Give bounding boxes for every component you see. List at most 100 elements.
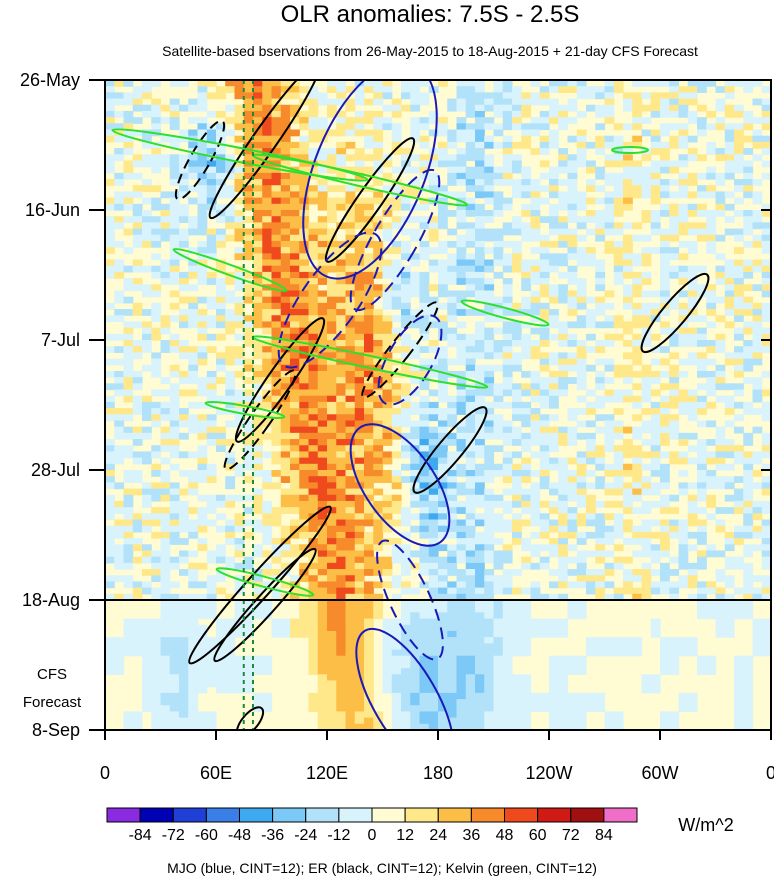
heat-cell [151,166,162,174]
heat-cell [401,284,411,292]
heat-cell [234,600,245,607]
heat-cell [271,451,282,459]
heat-cell [595,569,606,576]
heat-cell [206,240,217,248]
heat-cell [188,154,199,162]
heat-cell [734,488,744,496]
heat-cell [706,600,717,607]
heat-cell [724,562,735,570]
heat-cell [327,228,337,236]
heat-cell [697,210,707,217]
heat-cell [539,240,550,248]
heat-cell [761,649,771,657]
heat-cell [539,253,550,261]
heat-cell [234,210,245,217]
heat-cell [521,637,532,644]
heat-cell [595,234,606,242]
heat-cell [743,123,754,131]
heat-cell [373,160,384,168]
heat-cell [567,581,578,589]
heat-cell [197,278,208,285]
heat-cell [613,643,624,651]
heat-cell [493,129,504,137]
heat-cell [761,630,771,638]
heat-cell [521,340,532,347]
heat-cell [253,352,263,360]
heat-cell [179,210,189,217]
heat-cell [613,123,624,131]
heat-cell [308,668,319,675]
heat-cell [132,581,143,589]
heat-cell [678,340,689,347]
heat-cell [512,185,522,193]
heat-cell [475,432,485,440]
heat-cell [512,686,522,694]
heat-cell [197,581,208,589]
heat-cell [105,160,115,168]
heat-cell [271,98,282,106]
heat-cell [243,556,254,564]
heat-cell [179,538,189,545]
heat-cell [586,482,596,490]
heat-cell [327,327,337,335]
heat-cell [641,389,652,397]
heat-cell [234,284,245,292]
heat-cell [401,86,411,93]
heat-cell [456,630,467,638]
heat-cell [623,569,633,576]
heat-cell [641,315,652,323]
heat-cell [160,470,171,477]
heat-cell [697,370,707,378]
heat-cell [549,686,559,694]
heat-cell [761,544,771,552]
heat-cell [327,414,337,422]
heat-cell [761,327,771,335]
heat-cell [502,154,513,162]
heat-cell [234,296,245,304]
heat-cell [262,377,273,384]
heat-cell [493,92,504,100]
heat-cell [345,630,356,638]
heat-cell [391,500,402,508]
heat-cell [604,203,615,211]
heat-cell [549,432,559,440]
heat-cell [271,234,282,242]
heat-cell [354,426,365,434]
heat-cell [290,296,300,304]
heat-cell [521,259,532,267]
heat-cell [613,457,624,465]
heat-cell [660,290,670,298]
heat-cell [669,581,680,589]
heat-cell [280,451,291,459]
heat-cell [373,593,384,601]
heat-cell [465,643,476,651]
heat-cell [169,222,180,230]
heat-cell [308,247,319,254]
heat-cell [169,179,180,186]
heat-cell [262,92,273,100]
heat-cell [567,470,578,477]
heat-cell [142,284,152,292]
heat-cell [308,593,319,601]
heat-cell [142,513,152,521]
heat-cell [734,494,744,502]
heat-cell [179,191,189,199]
heat-cell [576,80,587,87]
heat-cell [539,593,550,601]
heat-cell [327,562,337,570]
heat-cell [354,86,365,93]
heat-cell [576,581,587,589]
heat-cell [678,544,689,552]
heat-cell [724,593,735,601]
heat-cell [160,154,171,162]
heat-cell [169,668,180,675]
heat-cell [336,562,347,570]
heat-cell [761,451,771,459]
heat-cell [660,383,670,391]
heat-cell [373,98,384,106]
heat-cell [308,185,319,193]
heat-cell [188,309,199,316]
heat-cell [484,364,495,372]
heat-cell [336,538,347,545]
heat-cell [632,117,643,124]
